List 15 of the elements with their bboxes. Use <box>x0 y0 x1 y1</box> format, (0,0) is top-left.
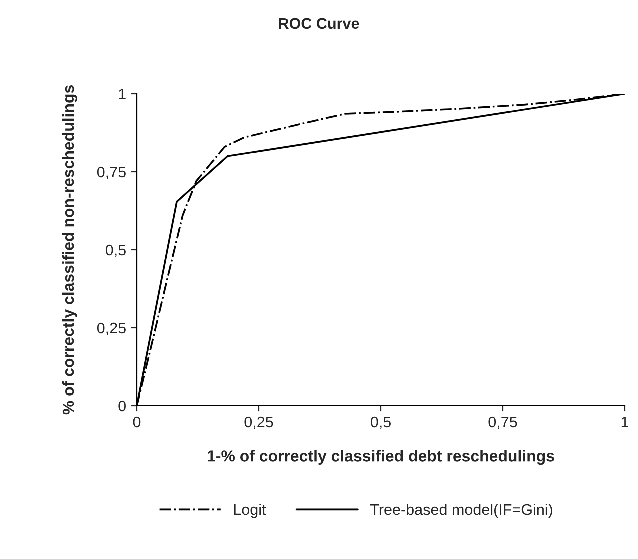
x-tick-label: 0,25 <box>244 416 274 430</box>
y-axis-title: % of correctly classified non-reschedulings <box>62 86 78 415</box>
x-axis-title: 1-% of correctly classified debt reschedulings <box>208 450 554 466</box>
legend-label: Tree-based model(IF=Gini) <box>370 504 552 518</box>
y-tick-label: 1 <box>119 89 126 100</box>
y-tick-label: 0,5 <box>106 244 126 258</box>
x-tick-label: 0,5 <box>370 416 391 430</box>
y-tick-label: 0,75 <box>97 166 126 180</box>
x-tick-label: 0 <box>133 416 141 428</box>
y-tick-label: 0,25 <box>97 322 126 336</box>
chart-title: ROC Curve <box>279 18 360 30</box>
x-tick-label: 1 <box>622 416 629 428</box>
y-tick-label: 0 <box>118 400 126 412</box>
legend-label: Logit <box>234 504 266 518</box>
x-tick-label: 0,75 <box>488 416 518 430</box>
